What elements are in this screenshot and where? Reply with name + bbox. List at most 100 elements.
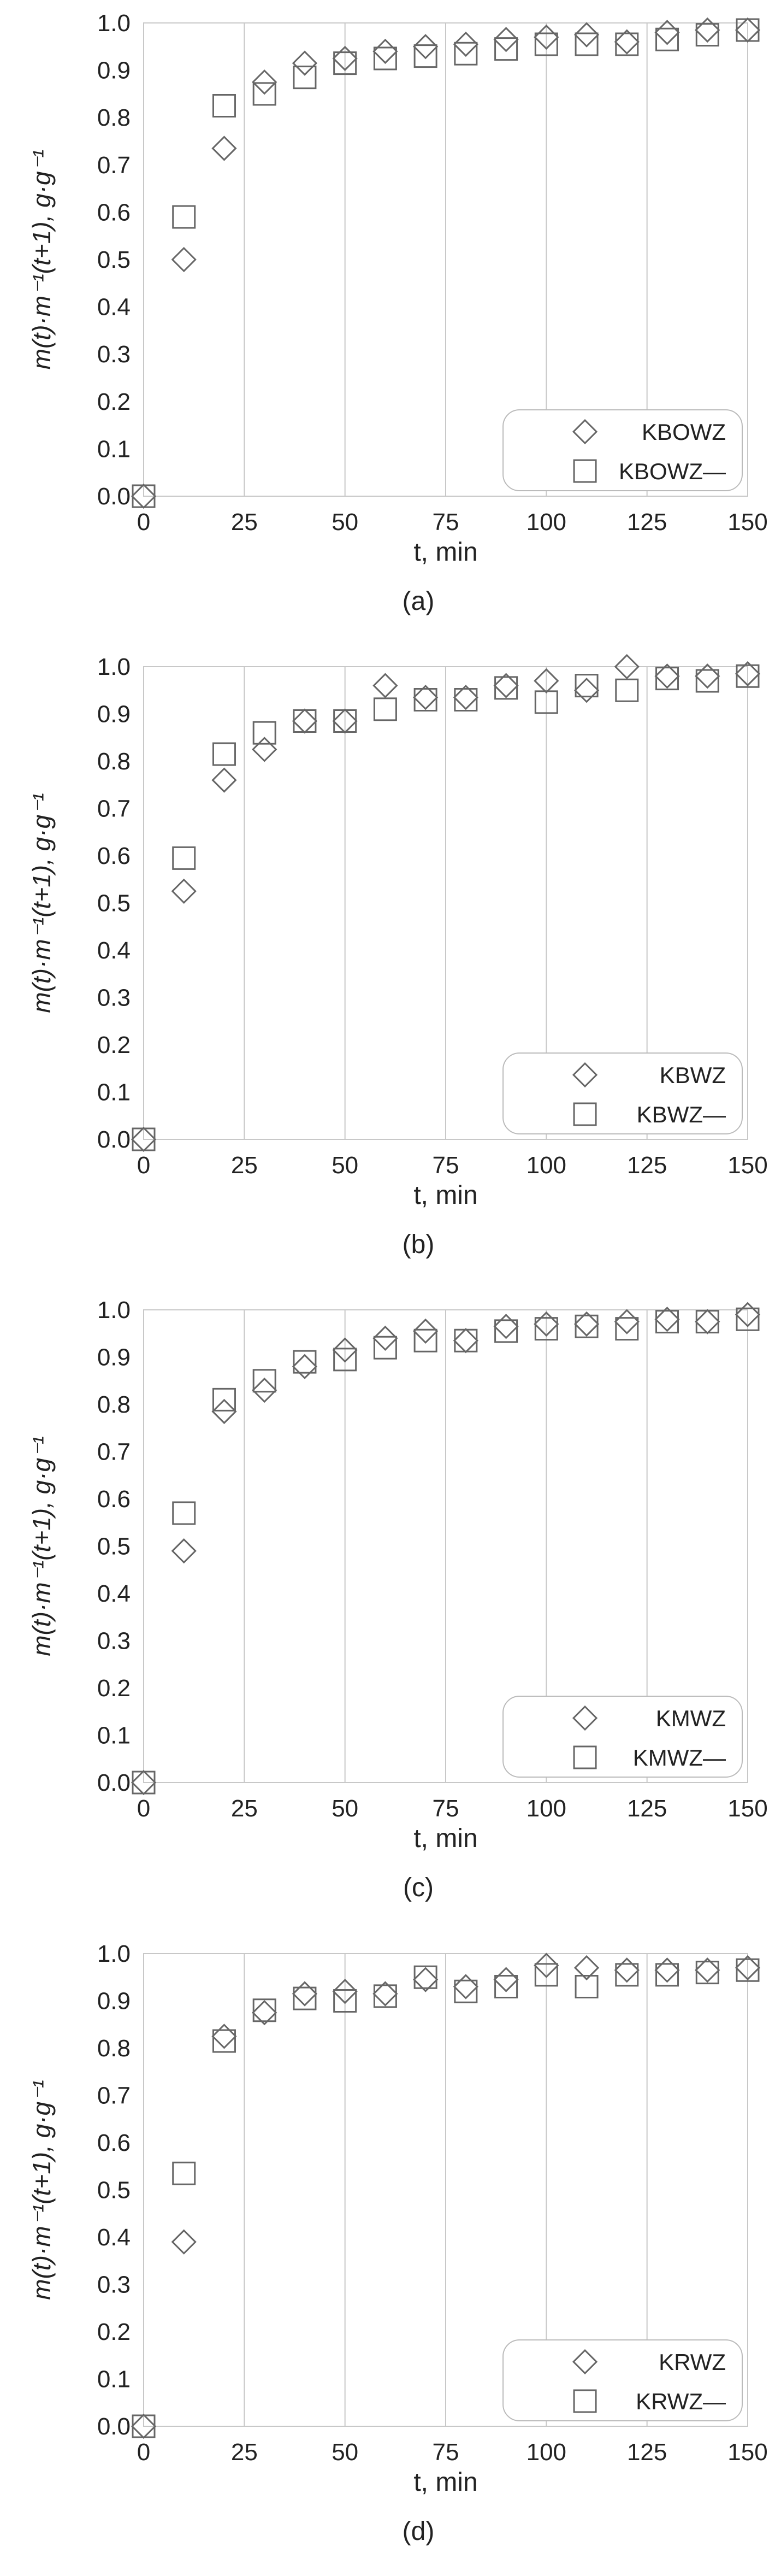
y-tick-label: 0.6: [97, 1486, 131, 1513]
legend-box: [502, 1696, 743, 1778]
diamond-point: [211, 767, 237, 793]
square-point: [615, 678, 639, 702]
diamond-point: [211, 136, 237, 161]
x-tick-label: 150: [727, 1795, 767, 1822]
x-tick-label: 125: [627, 509, 667, 536]
square-point: [172, 2161, 196, 2185]
legend-box: [502, 409, 743, 491]
legend-marker: [573, 459, 597, 483]
square-point: [494, 1975, 518, 1999]
x-tick-label: 0: [137, 2439, 150, 2466]
diamond-point: [252, 69, 277, 95]
y-tick-label: 0.5: [97, 890, 131, 917]
square-point: [615, 1963, 639, 1987]
diamond-point: [534, 1952, 559, 1978]
square-point: [655, 1963, 679, 1987]
y-tick-label: 0.6: [97, 2130, 131, 2156]
legend: KBOWZ KBOWZ—: [502, 409, 743, 491]
y-tick-label: 0.0: [97, 2413, 131, 2440]
square-point: [695, 23, 719, 47]
y-tick-label: 0.2: [97, 1032, 131, 1058]
square-point: [172, 205, 196, 229]
diamond-point: [453, 1974, 478, 1999]
legend-label: KBWZ: [660, 1062, 726, 1088]
diamond-point: [493, 27, 519, 52]
x-axis-title: t, min: [413, 538, 477, 567]
square-point: [575, 674, 599, 698]
x-tick-label: 100: [526, 509, 566, 536]
legend-marker: [572, 2349, 598, 2375]
diamond-point: [332, 45, 358, 72]
square-point: [413, 688, 437, 712]
diamond-point: [292, 1981, 318, 2007]
square-point: [615, 1317, 639, 1341]
y-tick-label: 0.2: [97, 389, 131, 415]
square-point: [293, 66, 317, 90]
square-point: [534, 1963, 558, 1987]
square-point: [333, 1989, 357, 2013]
square-point: [454, 1979, 478, 2003]
y-tick-label: 0.7: [97, 152, 131, 179]
y-tick-label: 0.7: [97, 796, 131, 822]
diamond-point: [735, 1302, 761, 1327]
diamond-point: [735, 1955, 761, 1981]
square-point: [454, 688, 478, 712]
y-tick-label: 0.5: [97, 1533, 131, 1560]
diamond-point: [573, 678, 600, 703]
x-tick-label: 75: [433, 1152, 459, 1179]
y-tick-label: 1.0: [97, 1940, 131, 1967]
x-tick-label: 125: [627, 1152, 667, 1179]
x-axis-title: t, min: [413, 1824, 477, 1853]
square-point: [413, 1328, 437, 1352]
square-point: [534, 32, 558, 56]
square-point: [695, 669, 719, 693]
y-tick-label: 0.9: [97, 701, 131, 728]
y-tick-label: 0.3: [97, 985, 131, 1011]
legend-marker: [572, 1705, 598, 1731]
x-tick-label: 25: [231, 1795, 258, 1822]
square-point: [132, 484, 156, 508]
x-tick-label: 0: [137, 1152, 150, 1179]
square-point: [534, 690, 558, 714]
diamond-point: [292, 1354, 318, 1379]
square-point: [454, 1328, 478, 1352]
square-point: [655, 27, 679, 51]
square-point: [575, 1975, 599, 1999]
legend-marker: [572, 419, 598, 445]
x-tick-label: 150: [727, 2439, 767, 2466]
y-tick-label: 0.2: [97, 2319, 131, 2345]
square-point: [333, 51, 357, 75]
diamond-point: [171, 1538, 197, 1564]
diamond-point: [171, 246, 197, 273]
square-point: [172, 846, 196, 870]
y-tick-label: 0.6: [97, 199, 131, 226]
diamond-point: [372, 1981, 398, 2007]
square-point: [373, 1984, 397, 2008]
diamond-point: [695, 17, 720, 43]
square-point: [454, 42, 478, 66]
diamond-point: [332, 1337, 358, 1363]
y-tick-label: 0.1: [97, 2366, 131, 2393]
square-point: [494, 676, 518, 700]
chart-panel-1: 0 25 50 75 100 125 150 0.0 0.1 0.2 0.3 0.4 0.5 0.6 0.7…: [27, 10, 768, 616]
y-axis-title: m(t)·m⁻¹(t+1), g·g⁻¹: [27, 150, 56, 369]
square-point: [132, 1127, 156, 1151]
x-axis-title: t, min: [413, 1181, 477, 1210]
diamond-point: [654, 1957, 680, 1983]
legend-label: KMWZ—: [633, 1745, 726, 1771]
square-point: [212, 2029, 236, 2053]
diamond-point: [171, 878, 197, 904]
x-tick-label: 75: [433, 509, 459, 536]
y-tick-label: 0.4: [97, 2224, 131, 2251]
square-point: [695, 1961, 719, 1985]
x-tick-label: 150: [727, 509, 767, 536]
x-tick-label: 50: [332, 1795, 358, 1822]
diamond-point: [573, 1955, 600, 1981]
square-point: [413, 1965, 437, 1989]
x-tick-label: 0: [137, 1795, 150, 1822]
y-tick-label: 0.1: [97, 436, 131, 462]
square-point: [494, 37, 518, 61]
legend-box: [502, 2339, 743, 2421]
diamond-point: [252, 737, 277, 762]
diamond-point: [614, 654, 640, 680]
